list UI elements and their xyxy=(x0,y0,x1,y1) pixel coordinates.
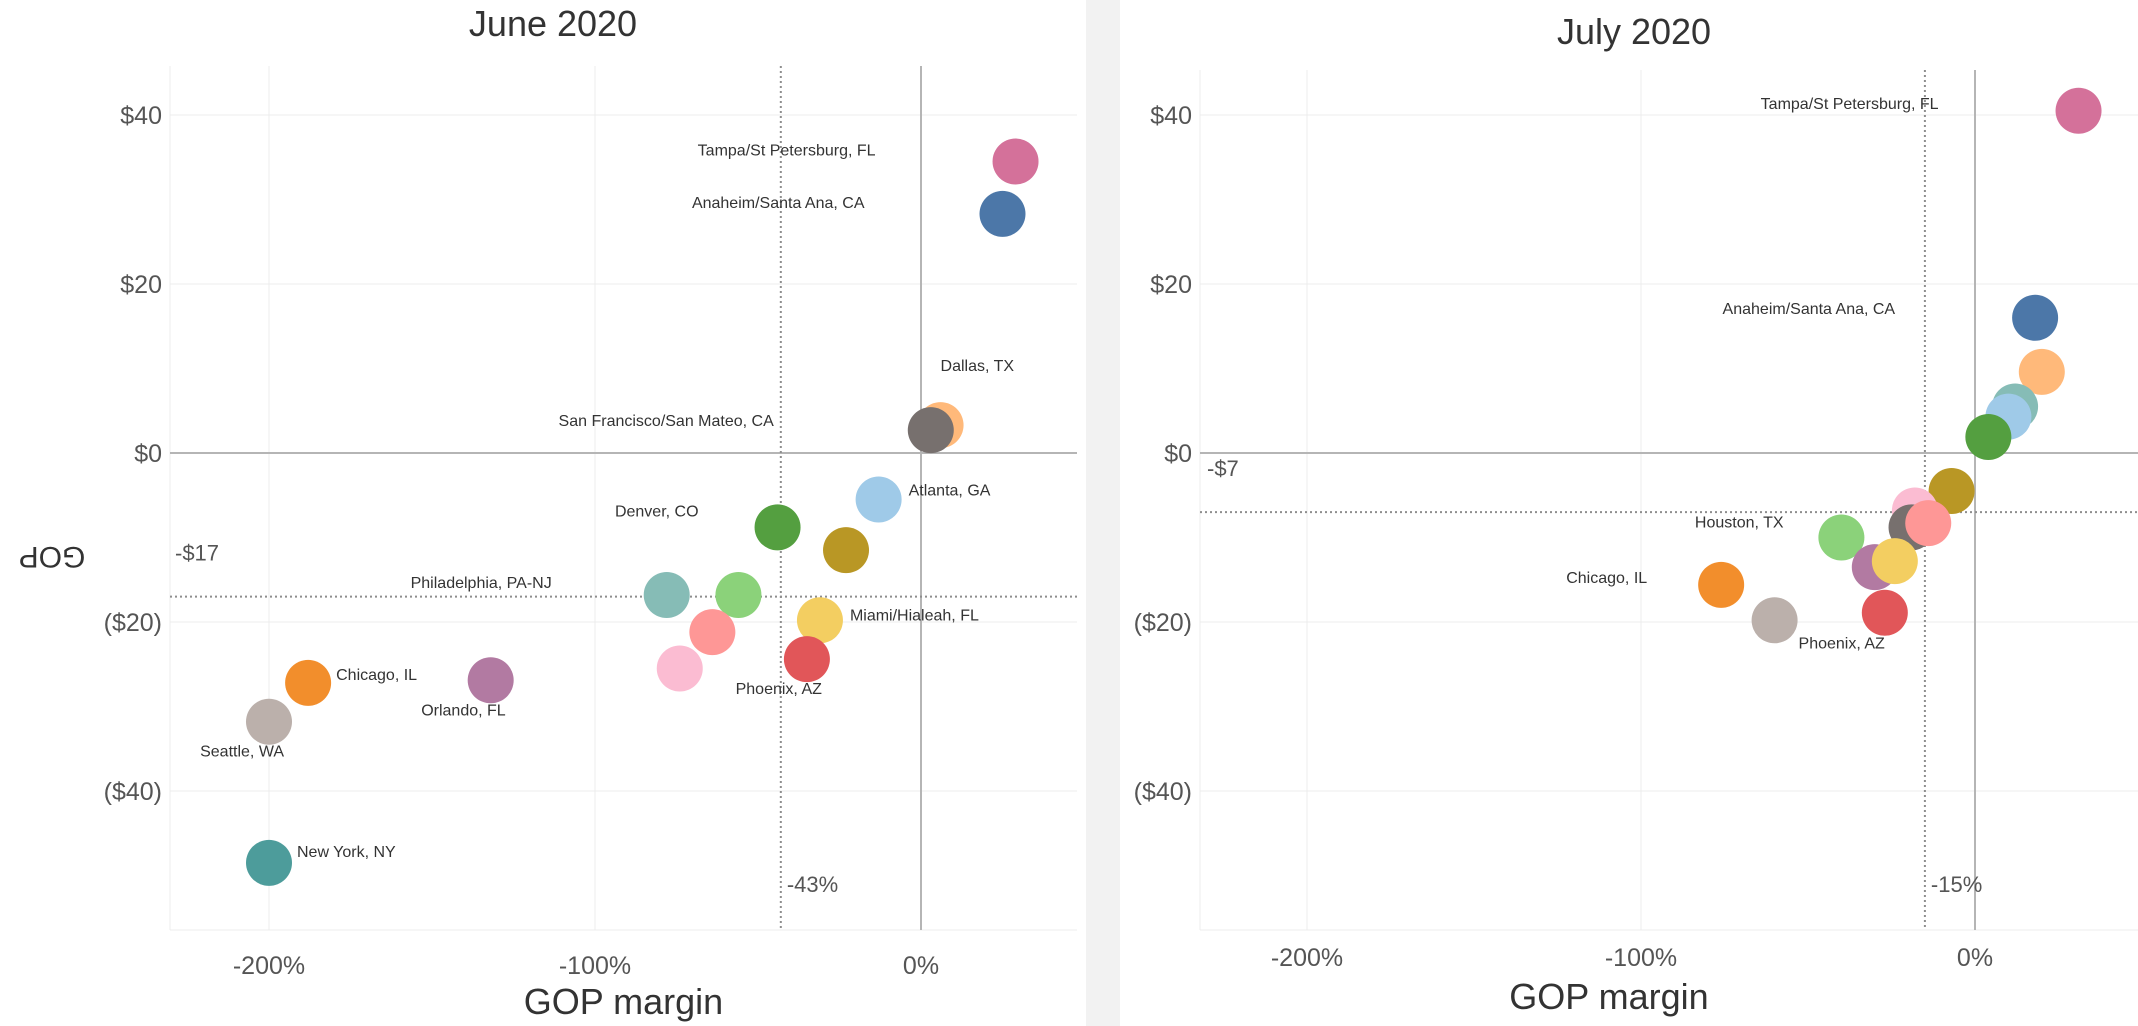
point-label: Dallas, TX xyxy=(941,358,1015,375)
panel-separator xyxy=(1086,0,1120,1026)
point-label: Denver, CO xyxy=(615,503,699,520)
data-point xyxy=(907,407,954,454)
panel-0: -43% -$17 $40 $20 $0 ($20) ($40) -200% -100% 0% Ju… xyxy=(19,3,1077,1022)
x-tick-label: -200% xyxy=(233,952,305,980)
data-point xyxy=(783,636,830,683)
x-reference-label: -15% xyxy=(1931,872,1982,897)
point-label: Orlando, FL xyxy=(421,702,506,719)
y-tick-label: $40 xyxy=(120,102,162,130)
points-layer xyxy=(1698,87,2102,644)
x-tick-label: -100% xyxy=(1605,944,1677,972)
point-label: Atlanta, GA xyxy=(909,482,991,499)
point-label: Chicago, IL xyxy=(1566,570,1647,587)
data-point xyxy=(285,659,332,706)
data-point xyxy=(992,138,1039,185)
y-tick-label: $40 xyxy=(1150,102,1192,130)
data-point xyxy=(1861,589,1908,636)
y-tick-label: ($20) xyxy=(1134,609,1192,637)
data-point xyxy=(1928,468,1975,515)
point-label: Philadelphia, PA-NJ xyxy=(411,575,552,592)
y-tick-label: $20 xyxy=(1150,271,1192,299)
data-point xyxy=(1751,597,1798,644)
y-reference-label: -$7 xyxy=(1207,456,1239,481)
data-point xyxy=(2055,87,2102,134)
y-tick-label: ($40) xyxy=(104,778,162,806)
data-point xyxy=(643,571,690,618)
point-label: New York, NY xyxy=(297,844,396,861)
data-point xyxy=(979,190,1026,237)
point-label: Anaheim/Santa Ana, CA xyxy=(1723,301,1896,318)
y-axis-title: GOP xyxy=(19,540,86,573)
point-label: Phoenix, AZ xyxy=(736,681,823,698)
data-point xyxy=(1871,538,1918,585)
y-tick-label: $0 xyxy=(1164,440,1192,468)
data-point xyxy=(1818,514,1865,561)
point-label: Seattle, WA xyxy=(200,744,284,761)
point-label: Houston, TX xyxy=(1695,514,1784,531)
y-tick-label: $0 xyxy=(134,440,162,468)
data-point xyxy=(855,476,902,523)
y-tick-label: $20 xyxy=(120,271,162,299)
y-tick-label: ($40) xyxy=(1134,778,1192,806)
x-tick-label: 0% xyxy=(903,952,939,980)
point-label: San Francisco/San Mateo, CA xyxy=(559,413,775,430)
x-axis-title: GOP margin xyxy=(524,981,723,1022)
data-point xyxy=(754,504,801,551)
data-point xyxy=(656,645,703,692)
data-point xyxy=(823,527,870,574)
points-layer xyxy=(246,138,1039,886)
data-point xyxy=(715,571,762,618)
point-label: Phoenix, AZ xyxy=(1799,636,1886,653)
x-axis-title: GOP margin xyxy=(1509,976,1708,1017)
data-point xyxy=(796,597,843,644)
x-tick-label: 0% xyxy=(1957,944,1993,972)
point-label: Tampa/St Petersburg, FL xyxy=(698,142,876,159)
data-point xyxy=(2018,348,2065,395)
panel-title: July 2020 xyxy=(1557,11,1711,52)
data-point xyxy=(467,657,514,704)
data-point xyxy=(689,609,736,656)
y-tick-label: ($20) xyxy=(104,609,162,637)
x-tick-label: -100% xyxy=(559,952,631,980)
point-label: Tampa/St Petersburg, FL xyxy=(1761,96,1939,113)
data-point xyxy=(1698,561,1745,608)
data-point xyxy=(246,698,292,745)
point-label: Miami/Hialeah, FL xyxy=(850,607,979,624)
panel-title: June 2020 xyxy=(469,3,637,44)
data-point xyxy=(1905,500,1952,547)
x-reference-label: -43% xyxy=(787,872,838,897)
y-reference-label: -$17 xyxy=(175,541,219,566)
data-point xyxy=(2012,294,2059,341)
point-label: Anaheim/Santa Ana, CA xyxy=(692,195,865,212)
data-point xyxy=(1965,413,2012,460)
point-label: Chicago, IL xyxy=(336,667,417,684)
data-point xyxy=(246,839,292,886)
panel-1: -15% -$7 $40 $20 $0 ($20) ($40) -200% -100% 0% Jul… xyxy=(1134,11,2138,1017)
x-tick-label: -200% xyxy=(1271,944,1343,972)
